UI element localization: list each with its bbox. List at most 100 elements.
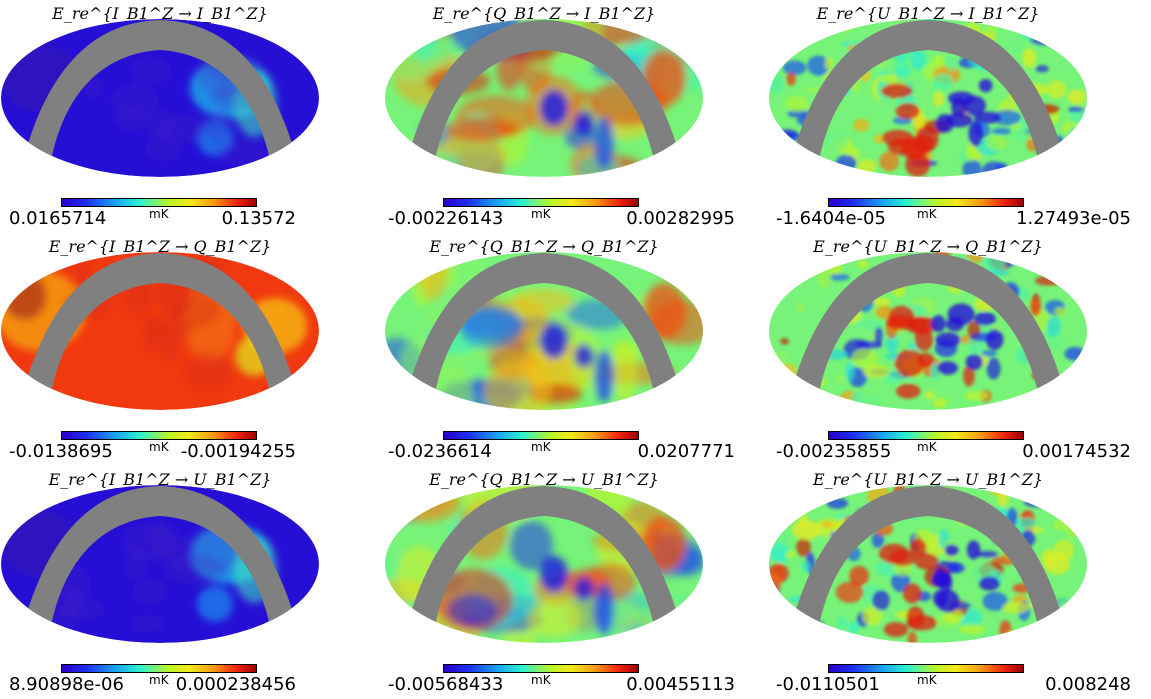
map-feature: [985, 329, 1004, 350]
map-feature: [916, 97, 926, 108]
mollweide-map: [1, 19, 319, 177]
map-feature: [896, 383, 921, 399]
colorbar-max-label: 0.00455113: [626, 674, 735, 695]
map-feature: [770, 265, 785, 273]
map-feature: [888, 305, 915, 328]
map-feature: [930, 315, 946, 333]
map-feature: [1064, 299, 1087, 314]
map-feature: [385, 485, 461, 523]
map-feature: [1021, 391, 1047, 403]
map-feature: [978, 79, 993, 93]
galactic-mask: [791, 486, 1065, 626]
map-feature: [851, 348, 879, 370]
colorbar-unit: mK: [531, 207, 551, 221]
map-feature: [1054, 25, 1079, 35]
galactic-mask: [23, 253, 297, 393]
mollweide-map: [769, 252, 1087, 410]
galactic-mask: [407, 20, 681, 160]
colorbar-max-label: 0.000238456: [175, 674, 296, 695]
map-feature: [594, 117, 614, 169]
map-feature: [780, 363, 798, 385]
map-feature: [878, 74, 899, 83]
map-feature: [174, 294, 222, 327]
map-feature: [1067, 89, 1086, 105]
map-feature: [944, 544, 959, 557]
map-title: E_re^{Q_B1^Z → I_B1^Z}: [432, 4, 656, 23]
map-feature: [418, 252, 448, 301]
map-feature: [874, 134, 884, 144]
colorbar-unit: mK: [531, 440, 551, 454]
map-feature: [157, 114, 211, 143]
map-feature: [798, 618, 825, 634]
map-feature: [991, 127, 1012, 135]
colorbar-max-label: 0.13572: [221, 208, 296, 229]
colorbar-unit: mK: [531, 673, 551, 687]
map-feature: [935, 332, 961, 348]
map-feature: [856, 394, 883, 410]
map-feature: [1054, 307, 1067, 316]
map-feature: [1034, 275, 1063, 286]
map-title: E_re^{Q_B1^Z → Q_B1^Z}: [429, 237, 659, 256]
map-feature: [924, 390, 935, 400]
map-feature: [838, 19, 853, 32]
map-feature: [133, 578, 169, 605]
map-feature: [594, 583, 614, 635]
map-feature: [1053, 518, 1071, 531]
map-feature: [540, 556, 568, 592]
map-feature: [997, 492, 1009, 507]
map-feature: [893, 64, 911, 78]
map-feature: [1035, 65, 1049, 73]
galactic-mask: [23, 486, 297, 626]
map-feature: [787, 109, 809, 118]
map-feature: [965, 354, 983, 370]
map-feature: [780, 338, 789, 345]
map-feature: [879, 543, 909, 564]
mollweide-map: [1, 485, 319, 643]
map-feature: [996, 395, 1015, 402]
map-feature: [512, 288, 575, 314]
map-feature: [894, 349, 925, 378]
map-feature: [883, 622, 909, 637]
map-feature: [826, 497, 849, 509]
map-feature: [786, 72, 796, 86]
map-feature: [114, 107, 148, 131]
map-feature: [986, 357, 1001, 380]
map-feature: [978, 576, 1000, 591]
map-panel: E_re^{Q_B1^Z → U_B1^Z} mK -0.00568433 0.004…: [384, 466, 768, 699]
map-feature: [914, 327, 933, 352]
galactic-mask: [791, 253, 1065, 393]
colorbar: [61, 431, 257, 440]
colorbar: [443, 431, 639, 440]
map-title: E_re^{U_B1^Z → U_B1^Z}: [812, 470, 1044, 489]
map-feature: [594, 350, 614, 402]
map-feature: [574, 577, 594, 601]
map-feature: [855, 319, 883, 330]
map-feature: [792, 520, 821, 540]
map-feature: [540, 90, 568, 126]
map-feature: [1072, 152, 1085, 173]
map-feature: [1064, 346, 1086, 361]
map-feature: [131, 615, 164, 633]
map-feature: [141, 315, 167, 353]
map-feature: [1066, 521, 1077, 540]
map-feature: [582, 562, 636, 601]
mollweide-map: [385, 252, 703, 410]
map-feature: [197, 586, 233, 622]
map-feature: [667, 605, 694, 643]
map-feature: [880, 83, 913, 99]
map-feature: [776, 129, 798, 140]
map-title: E_re^{I_B1^Z → I_B1^Z}: [52, 4, 268, 23]
map-feature: [909, 538, 927, 557]
map-feature: [409, 19, 440, 60]
map-feature: [1061, 154, 1078, 162]
map-feature: [769, 507, 784, 518]
map-feature: [835, 155, 857, 171]
map-feature: [460, 309, 523, 339]
map-feature: [807, 55, 830, 76]
map-feature: [774, 268, 791, 287]
map-feature: [1047, 252, 1064, 270]
colorbar: [828, 431, 1024, 440]
colorbar-min-label: 8.90898e-06: [9, 674, 124, 695]
map-feature: [1065, 380, 1087, 400]
map-feature: [895, 102, 920, 120]
